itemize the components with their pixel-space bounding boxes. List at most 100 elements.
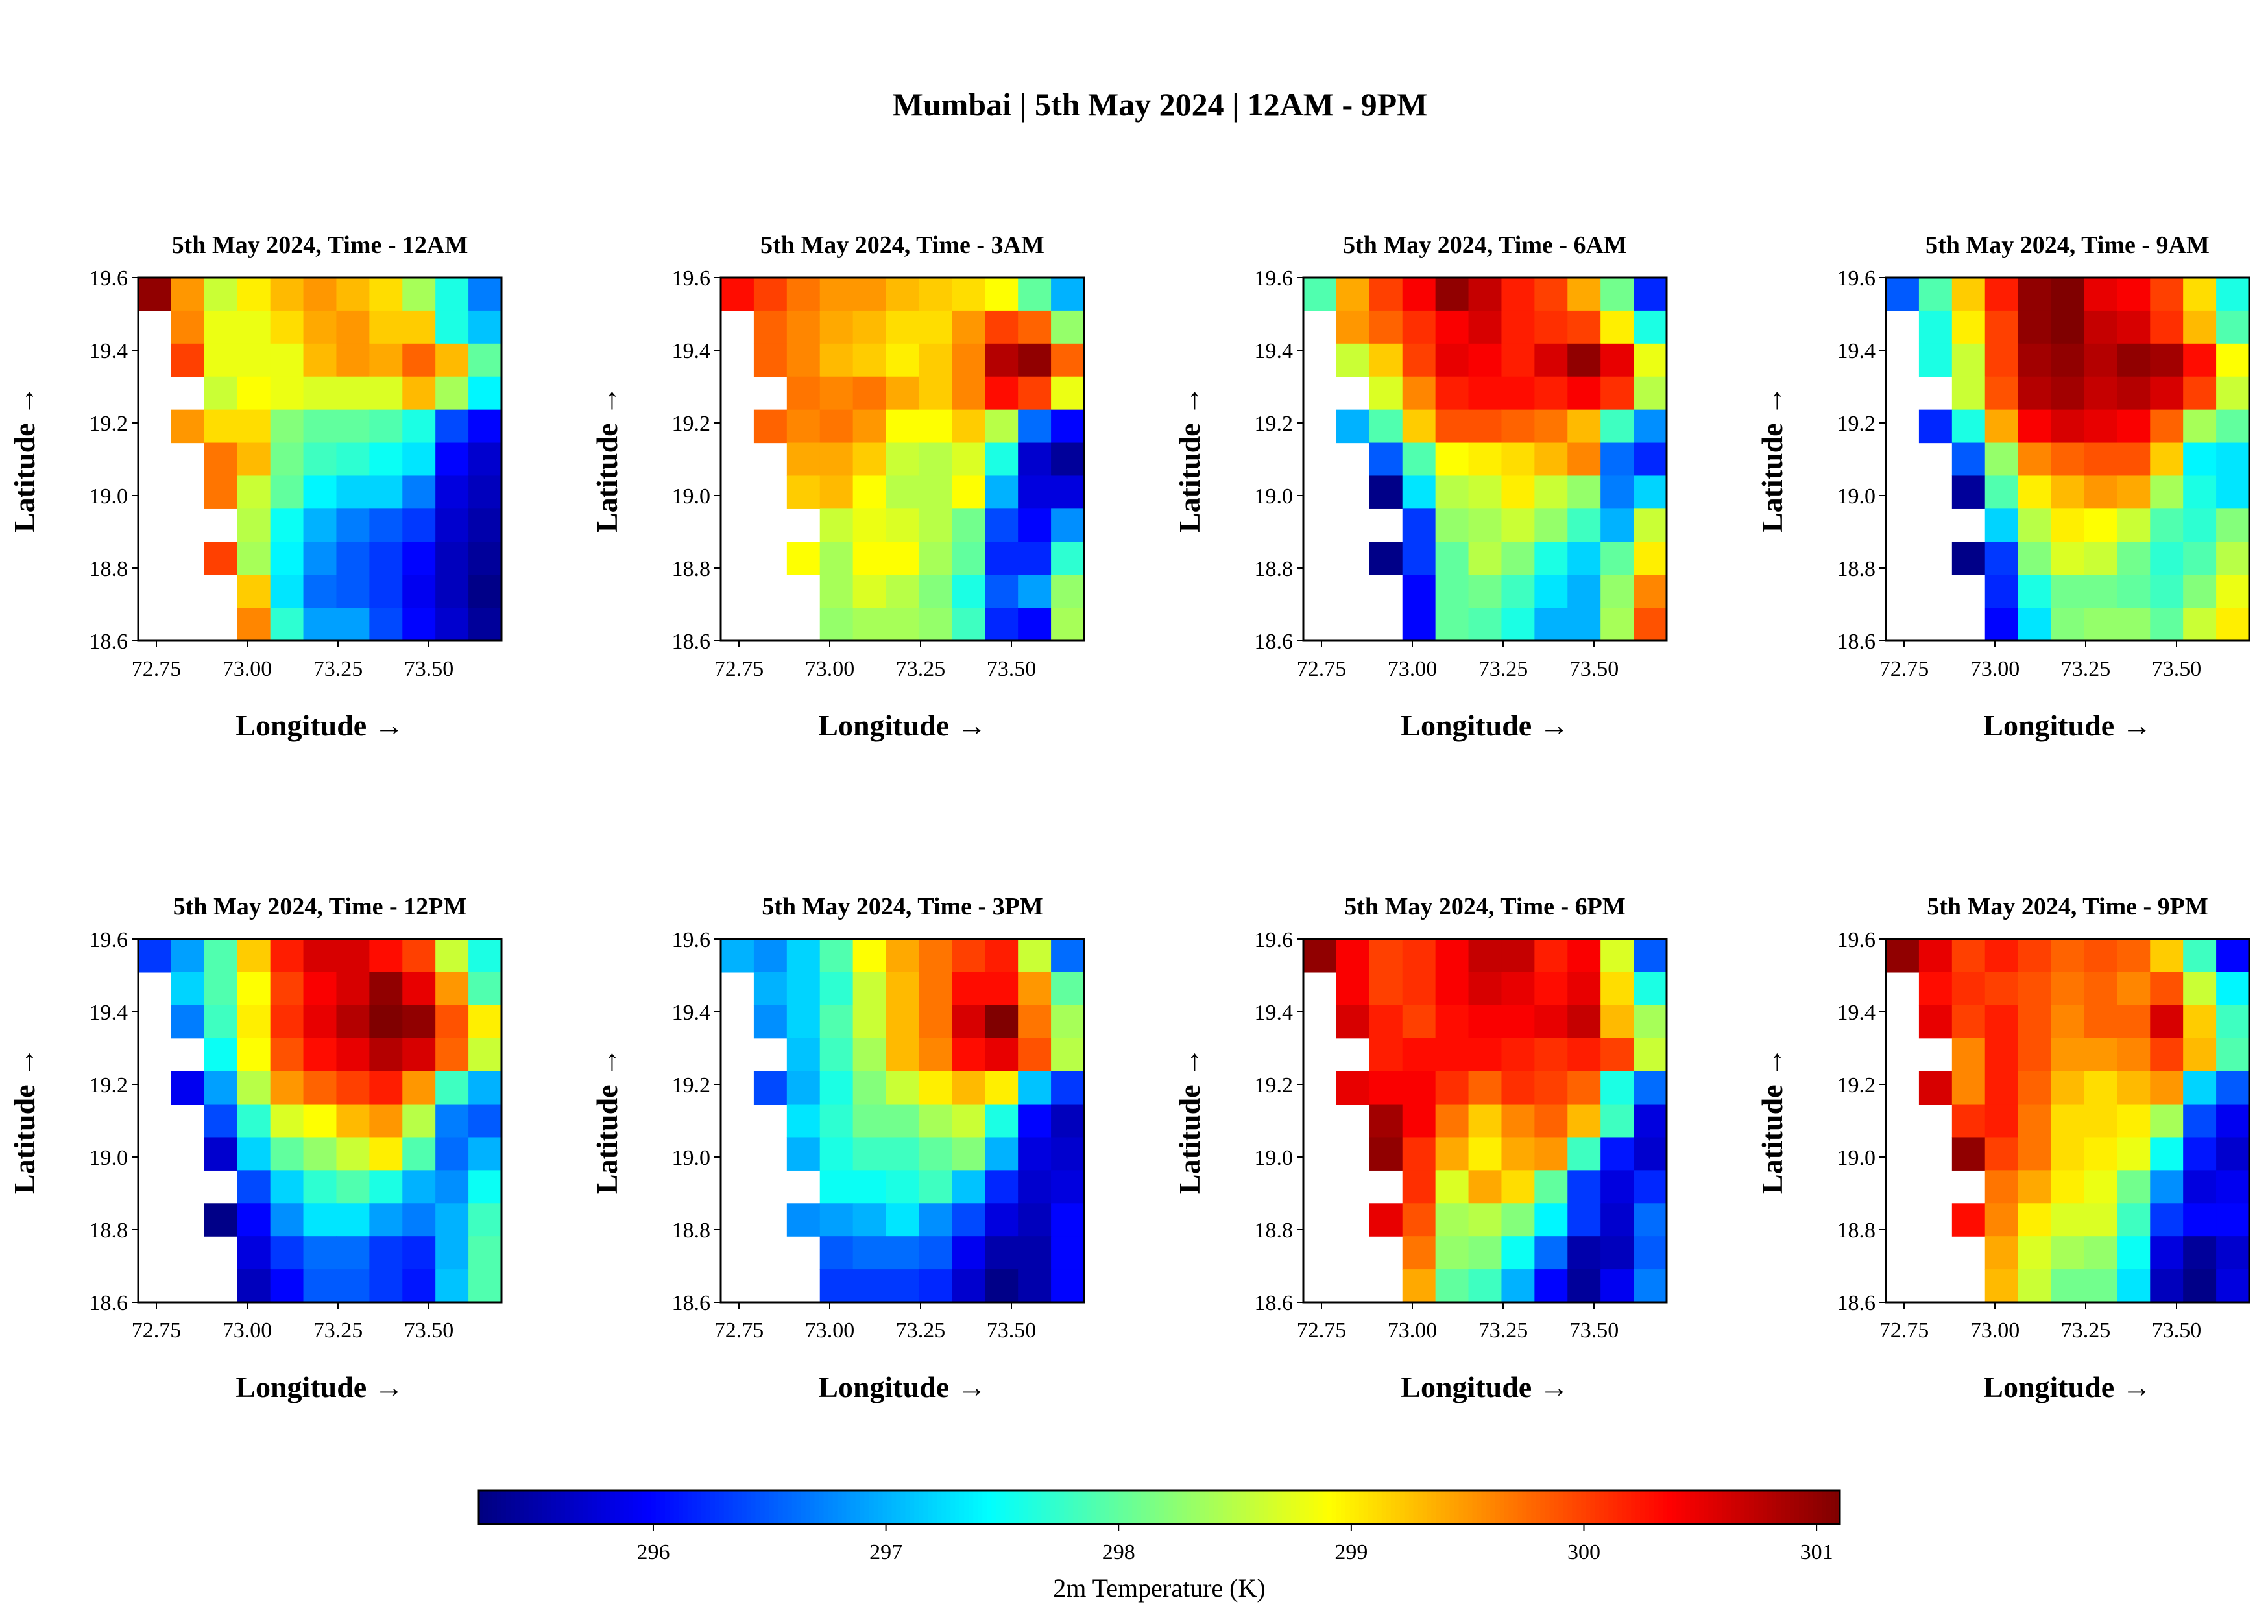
heat-cell [1501,939,1535,973]
colorbar-segment [578,1490,584,1524]
heat-cell [435,508,469,542]
heat-cell [952,343,985,377]
heat-cell [435,475,469,509]
x-axis-label: Longitude → [818,1370,986,1403]
heat-cell [435,1104,469,1138]
heat-cell [468,542,502,575]
heat-cell [1468,1203,1502,1237]
heat-cell [2051,508,2085,542]
heat-cell [1567,939,1601,973]
colorbar-segment [601,1490,607,1524]
heat-cell [1369,310,1403,344]
heat-cell [1051,1005,1085,1039]
heat-cell [303,1170,337,1204]
heat-cell [2150,939,2184,973]
colorbar-segment [864,1490,870,1524]
colorbar-segment [882,1490,888,1524]
heat-cell [1402,1005,1436,1039]
heat-cell [402,1269,436,1303]
colorbar-segment [1817,1490,1822,1524]
heat-cell [2216,1038,2250,1072]
y-tick-label: 19.6 [1255,267,1294,291]
colorbar-segment [1254,1490,1260,1524]
heat-cell [303,575,337,608]
colorbar-segment [969,1490,974,1524]
heat-cell [1402,608,1436,641]
heat-cell [369,972,403,1006]
heat-cell [1303,278,1337,311]
heat-cell [1534,542,1568,575]
colorbar-segment [1032,1490,1037,1524]
colorbar-segment [1726,1490,1731,1524]
heat-cell [2150,278,2184,311]
heat-cell [1051,508,1085,542]
heat-cell [1501,508,1535,542]
heat-cell [852,310,887,344]
heat-cell [2216,442,2250,477]
heat-cell [1336,409,1370,444]
colorbar-tick-label: 297 [869,1540,902,1564]
heat-cell [204,343,238,377]
heat-cell [753,343,788,377]
heat-cell [2018,1005,2052,1039]
heat-cell [1051,376,1085,411]
y-tick-label: 18.6 [90,1291,128,1315]
plot-frame [719,938,1085,1304]
heat-cell [303,343,337,377]
heat-cell [2216,1170,2250,1204]
colorbar-segment [1754,1490,1759,1524]
heat-cell [819,608,854,641]
colorbar-segment [1105,1490,1110,1524]
x-axis-label: Longitude → [235,709,404,742]
heat-cell [852,972,887,1006]
heat-cell [1534,608,1568,641]
heat-cell [1468,376,1502,411]
heat-cell [336,575,370,608]
colorbar-segment [705,1490,711,1524]
heat-cell [468,1269,502,1303]
heat-cell [2183,442,2217,477]
colorbar-segment [1177,1490,1183,1524]
heat-cell [237,1170,271,1204]
colorbar-segment [1586,1490,1591,1524]
heat-cell [270,1269,304,1303]
heat-cell [1369,409,1403,444]
colorbar-segment [533,1490,538,1524]
colorbar-segment [1413,1490,1419,1524]
colorbar-segment [1118,1490,1124,1524]
y-tick-label: 18.8 [1837,1219,1876,1243]
colorbar-segment [891,1490,897,1524]
heat-cell [2183,1203,2217,1237]
heat-cell [336,376,370,411]
heat-cell [2150,442,2184,477]
heat-cell [1435,1269,1469,1303]
heat-cell [1435,343,1469,377]
heat-cell [1402,575,1436,608]
heat-cell [1018,442,1052,477]
heat-cell [237,376,271,411]
colorbar-segment [1722,1490,1727,1524]
heat-cell [336,1170,370,1204]
heat-cell [1634,376,1667,411]
heat-cell [2117,1038,2151,1072]
heat-cell [237,343,271,377]
heat-cell [952,508,985,542]
colorbar-segment [1050,1490,1056,1524]
heat-cell [852,1137,887,1171]
colorbar-segment [1186,1490,1192,1524]
heat-cell [919,1005,952,1039]
heat-cell [786,939,821,973]
heat-cell [1567,508,1601,542]
x-tick-label: 72.75 [1879,1319,1929,1343]
heat-cell [1018,1236,1052,1270]
heat-cell [1984,1005,2019,1039]
heat-cell [1951,972,1986,1006]
colorbar-gradient [479,1490,1840,1524]
heat-cell [2018,1170,2052,1204]
heat-cell [2051,1236,2085,1270]
colorbar-segment [1599,1490,1605,1524]
heat-cell [952,972,985,1006]
heat-cell [2018,575,2052,608]
heat-cell [1918,310,1953,344]
heat-cell [886,475,920,509]
